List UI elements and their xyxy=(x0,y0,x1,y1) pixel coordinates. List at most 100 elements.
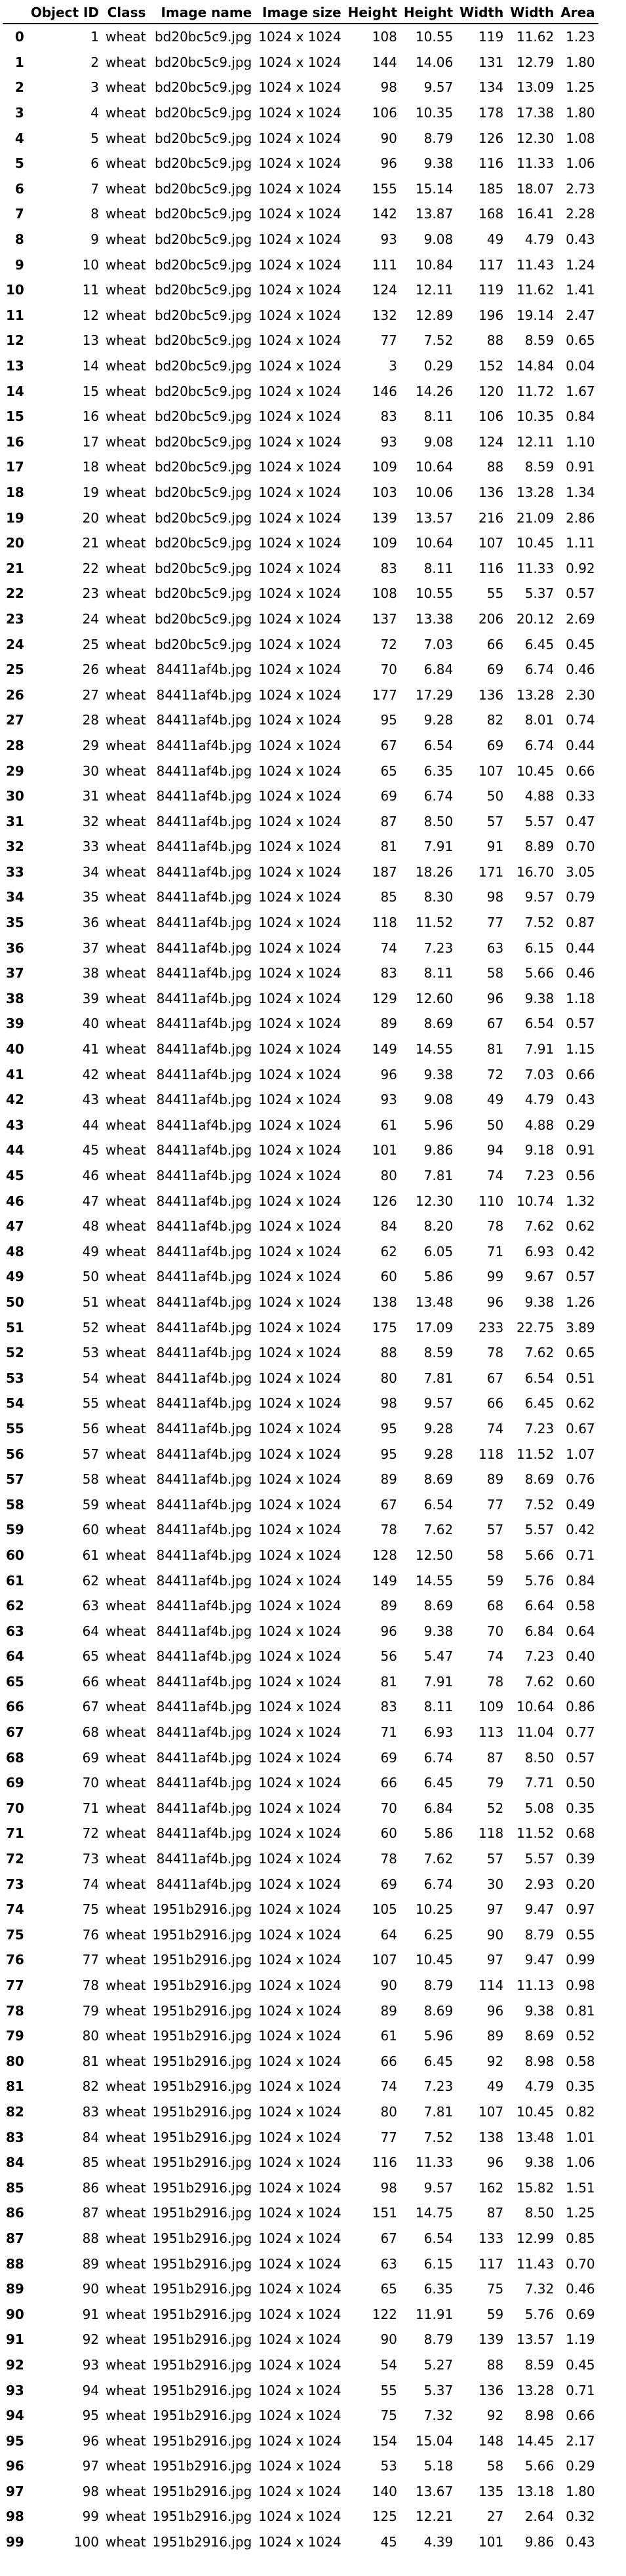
table-row: 85 86 wheat 1951b2916.jpg 1024 x 1024 98 9.57 1… xyxy=(3,2175,598,2200)
table-cell-area: 0.67 xyxy=(566,1420,595,1437)
table-cell-height-px: 55 xyxy=(380,2382,397,2398)
table-cell-height-px: 155 xyxy=(372,180,397,197)
table-cell-object-id: 60 xyxy=(82,1522,100,1538)
table-cell-object-id: 94 xyxy=(82,2382,100,2398)
table-cell-width-px: 52 xyxy=(486,1800,504,1816)
table-cell-class: wheat xyxy=(106,1446,146,1462)
table-cell-object-id: 67 xyxy=(82,1699,100,1715)
table-cell-class: wheat xyxy=(106,940,146,956)
table-cell-object-id: 20 xyxy=(82,509,100,526)
table-cell-width-px: 134 xyxy=(479,79,504,96)
table-cell-width-px: 196 xyxy=(479,307,504,323)
table-cell-image-name: 84411af4b.jpg xyxy=(156,1016,252,1032)
table-cell-height-px: 108 xyxy=(372,29,397,45)
table-cell-image-name: bd20bc5c9.jpg xyxy=(154,408,252,425)
table-cell-image-name: 84411af4b.jpg xyxy=(156,940,252,956)
table-cell-index: 85 xyxy=(6,2179,24,2196)
table-row: 55 56 wheat 84411af4b.jpg 1024 x 1024 95 9.28 7… xyxy=(3,1416,598,1442)
table-cell-width-pct: 4.88 xyxy=(524,1117,555,1133)
table-cell-width-px: 78 xyxy=(486,1218,504,1235)
table-row: 12 13 wheat bd20bc5c9.jpg 1024 x 1024 77 7.52 8… xyxy=(3,328,598,353)
table-cell-image-name: 84411af4b.jpg xyxy=(156,915,252,931)
table-cell-height-px: 122 xyxy=(372,2306,397,2322)
table-cell-image-size: 1024 x 1024 xyxy=(258,383,342,399)
table-cell-height-px: 107 xyxy=(372,1952,397,1968)
table-cell-image-size: 1024 x 1024 xyxy=(258,2458,342,2474)
column-header-index xyxy=(3,1,28,24)
table-cell-image-size: 1024 x 1024 xyxy=(258,1952,342,1968)
table-cell-height-pct: 12.11 xyxy=(415,282,454,298)
table-cell-image-size: 1024 x 1024 xyxy=(258,2078,342,2095)
table-cell-width-pct: 4.79 xyxy=(524,2078,555,2095)
table-row: 66 67 wheat 84411af4b.jpg 1024 x 1024 83 8.11 1… xyxy=(3,1694,598,1720)
table-cell-width-px: 88 xyxy=(486,2356,504,2373)
table-cell-class: wheat xyxy=(106,155,146,172)
table-cell-index: 43 xyxy=(6,1117,24,1133)
table-cell-image-name: 1951b2916.jpg xyxy=(152,2255,252,2272)
table-cell-image-size: 1024 x 1024 xyxy=(258,2408,342,2424)
table-cell-height-pct: 12.89 xyxy=(415,307,454,323)
table-cell-height-pct: 9.57 xyxy=(423,79,454,96)
table-cell-width-pct: 7.91 xyxy=(524,1041,555,1058)
table-row: 28 29 wheat 84411af4b.jpg 1024 x 1024 67 6.54 6… xyxy=(3,733,598,759)
table-cell-area: 2.69 xyxy=(566,610,595,627)
table-cell-height-pct: 7.91 xyxy=(423,1673,454,1690)
table-cell-object-id: 13 xyxy=(82,332,100,349)
table-cell-object-id: 22 xyxy=(82,560,100,576)
table-cell-class: wheat xyxy=(106,79,146,96)
table-cell-height-px: 187 xyxy=(372,863,397,880)
table-cell-image-size: 1024 x 1024 xyxy=(258,54,342,70)
table-cell-image-size: 1024 x 1024 xyxy=(258,1243,342,1259)
table-cell-class: wheat xyxy=(106,1825,146,1842)
table-row: 36 37 wheat 84411af4b.jpg 1024 x 1024 74 7.23 6… xyxy=(3,935,598,961)
table-cell-index: 71 xyxy=(6,1825,24,1842)
table-cell-index: 63 xyxy=(6,1623,24,1639)
table-cell-object-id: 55 xyxy=(82,1395,100,1412)
table-cell-width-px: 77 xyxy=(486,1496,504,1513)
table-row: 46 47 wheat 84411af4b.jpg 1024 x 1024 126 12.3… xyxy=(3,1188,598,1214)
table-cell-image-name: 1951b2916.jpg xyxy=(152,2154,252,2171)
table-cell-object-id: 72 xyxy=(82,1825,100,1842)
table-cell-index: 12 xyxy=(6,332,24,349)
table-row: 44 45 wheat 84411af4b.jpg 1024 x 1024 101 9.86… xyxy=(3,1138,598,1163)
table-cell-object-id: 71 xyxy=(82,1800,100,1816)
table-cell-image-size: 1024 x 1024 xyxy=(258,1066,342,1082)
table-cell-object-id: 91 xyxy=(82,2306,100,2322)
table-cell-object-id: 92 xyxy=(82,2331,100,2348)
table-cell-index: 26 xyxy=(6,686,24,703)
table-cell-object-id: 96 xyxy=(82,2432,100,2449)
table-cell-class: wheat xyxy=(106,1673,146,1690)
table-cell-width-px: 50 xyxy=(486,788,504,804)
table-cell-index: 11 xyxy=(6,307,24,323)
table-cell-width-pct: 11.04 xyxy=(516,1724,555,1741)
table-cell-height-px: 101 xyxy=(372,1142,397,1159)
table-cell-area: 1.26 xyxy=(566,1294,595,1310)
table-cell-index: 37 xyxy=(6,965,24,981)
table-cell-image-size: 1024 x 1024 xyxy=(258,1016,342,1032)
table-row: 86 87 wheat 1951b2916.jpg 1024 x 1024 151 14.7… xyxy=(3,2200,598,2226)
table-cell-height-px: 98 xyxy=(380,2179,397,2196)
table-row: 38 39 wheat 84411af4b.jpg 1024 x 1024 129 12.6… xyxy=(3,986,598,1012)
table-cell-width-px: 119 xyxy=(479,29,504,45)
table-row: 39 40 wheat 84411af4b.jpg 1024 x 1024 89 8.69 6… xyxy=(3,1011,598,1037)
table-cell-object-id: 84 xyxy=(82,2129,100,2145)
table-cell-width-pct: 19.14 xyxy=(516,307,555,323)
table-cell-width-pct: 5.66 xyxy=(524,965,555,981)
table-cell-class: wheat xyxy=(106,889,146,905)
table-cell-class: wheat xyxy=(106,383,146,399)
table-cell-width-px: 206 xyxy=(479,610,504,627)
table-cell-width-px: 72 xyxy=(486,1066,504,1082)
table-cell-image-name: 84411af4b.jpg xyxy=(156,965,252,981)
table-cell-area: 1.80 xyxy=(566,105,595,121)
table-cell-image-size: 1024 x 1024 xyxy=(258,1092,342,1108)
table-cell-object-id: 89 xyxy=(82,2255,100,2272)
table-cell-area: 0.43 xyxy=(566,231,595,248)
table-cell-image-size: 1024 x 1024 xyxy=(258,2002,342,2019)
table-cell-height-pct: 17.29 xyxy=(415,686,454,703)
table-cell-area: 0.91 xyxy=(566,459,595,475)
table-cell-object-id: 49 xyxy=(82,1243,100,1259)
table-cell-height-px: 64 xyxy=(380,1926,397,1943)
table-cell-object-id: 59 xyxy=(82,1496,100,1513)
table-cell-width-px: 162 xyxy=(479,2179,504,2196)
table-cell-index: 81 xyxy=(6,2078,24,2095)
